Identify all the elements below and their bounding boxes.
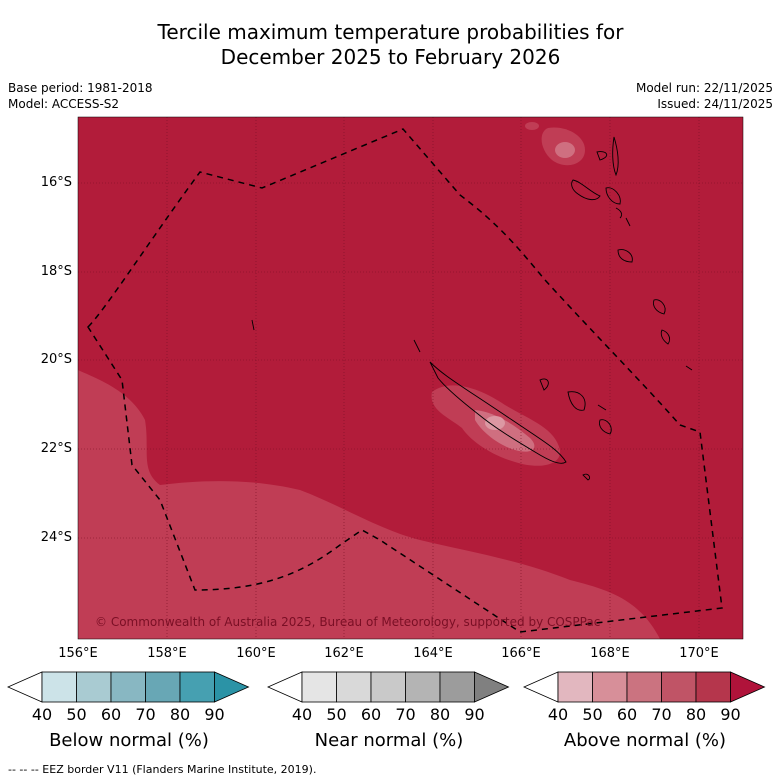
meta-right: Model run: 22/11/2025 Issued: 24/11/2025 <box>636 80 773 112</box>
model-run: Model run: 22/11/2025 <box>635 81 773 95</box>
colorbar-tick-label: 40 <box>31 705 53 724</box>
colorbar-extend-low <box>7 671 43 703</box>
colorbar-tick-label: 80 <box>169 705 191 724</box>
colorbar-tick-label: 60 <box>100 705 122 724</box>
colorbar-tick-label: 50 <box>582 705 603 724</box>
lon-label: 156°E <box>58 646 98 661</box>
colorbar-segment <box>336 671 372 703</box>
colorbar-segment <box>41 671 77 703</box>
colorbar-tick-label: 50 <box>326 705 347 724</box>
lat-label: 24°S <box>40 530 72 545</box>
lat-label: 22°S <box>40 441 72 456</box>
colorbar-tick-label: 50 <box>66 705 87 724</box>
colorbar-extend-low <box>267 671 303 703</box>
eez-border <box>87 128 723 633</box>
colorbar-segment <box>695 671 731 703</box>
lon-label: 162°E <box>324 646 364 661</box>
above-normal-label: Above normal (%) <box>563 730 727 751</box>
lon-label: 168°E <box>590 646 630 661</box>
colorbar-tick-label: 40 <box>547 705 569 724</box>
base-period: Base period: 1981-2018 <box>8 81 153 95</box>
colorbar-tick-label: 90 <box>464 705 485 724</box>
map-frame <box>77 116 744 640</box>
colorbar-tick-label: 70 <box>135 705 156 724</box>
colorbar-tick-label: 70 <box>651 705 672 724</box>
below-normal-label: Below normal (%) <box>49 730 209 751</box>
colorbar-tick-label: 80 <box>429 705 451 724</box>
colorbar-segment <box>179 671 215 703</box>
probability-field-vanuatu-60-70 <box>555 142 575 158</box>
new-caledonia-coast <box>429 361 567 464</box>
colorbar-segment <box>76 671 112 703</box>
colorbar-segment <box>301 671 337 703</box>
gridlines <box>78 117 743 639</box>
colorbar-segment <box>557 671 593 703</box>
eez-footnote: -- -- -- EEZ border V11 (Flanders Marine… <box>8 763 317 776</box>
colorbar-segment <box>145 671 181 703</box>
lat-label: 16°S <box>40 175 72 190</box>
lon-label: 164°E <box>413 646 453 661</box>
model-name: Model: ACCESS-S2 <box>8 97 120 111</box>
vanuatu-espiritu-santo <box>612 136 619 177</box>
colorbar-tick-label: 70 <box>395 705 416 724</box>
colorbar-segment <box>405 671 441 703</box>
map-panel: © Commonwealth of Australia 2025, Bureau… <box>78 117 743 639</box>
colorbar-tick-label: 40 <box>291 705 313 724</box>
lon-label: 166°E <box>501 646 541 661</box>
colorbar-segment <box>661 671 697 703</box>
colorbar-segment <box>110 671 146 703</box>
probability-field-vanuatu-small <box>525 122 539 130</box>
colorbars <box>7 671 766 703</box>
colorbar-tick-label: 80 <box>685 705 707 724</box>
map-title: Tercile maximum temperature probabilitie… <box>0 20 781 70</box>
lon-label: 160°E <box>236 646 276 661</box>
colorbar-segment <box>626 671 662 703</box>
lat-label: 18°S <box>40 264 72 279</box>
colorbar-extend-high <box>474 671 510 703</box>
probability-field-70-80 <box>78 370 660 639</box>
lon-label: 170°E <box>679 646 719 661</box>
near-normal-label: Near normal (%) <box>314 730 464 751</box>
title-line-1: Tercile maximum temperature probabilitie… <box>157 20 624 44</box>
colorbar-tick-label: 60 <box>360 705 382 724</box>
colorbar-tick-label: 90 <box>720 705 741 724</box>
colorbar-extend-low <box>523 671 559 703</box>
copyright-text: © Commonwealth of Australia 2025, Bureau… <box>95 615 600 629</box>
title-line-2: December 2025 to February 2026 <box>220 45 561 69</box>
lat-label: 20°S <box>40 352 72 367</box>
coastlines <box>251 136 693 481</box>
lon-label: 158°E <box>147 646 187 661</box>
colorbar-tick-label: 90 <box>204 705 225 724</box>
issued-date: Issued: 24/11/2025 <box>657 97 773 111</box>
colorbar-tick-label: 60 <box>616 705 638 724</box>
colorbar-segment <box>592 671 628 703</box>
colorbar-extend-high <box>730 671 766 703</box>
colorbar-segment <box>439 671 475 703</box>
meta-left: Base period: 1981-2018 Model: ACCESS-S2 <box>8 80 153 112</box>
probability-field-nc-50-60 <box>485 416 505 430</box>
colorbar-segment <box>370 671 406 703</box>
colorbar-extend-high <box>214 671 250 703</box>
